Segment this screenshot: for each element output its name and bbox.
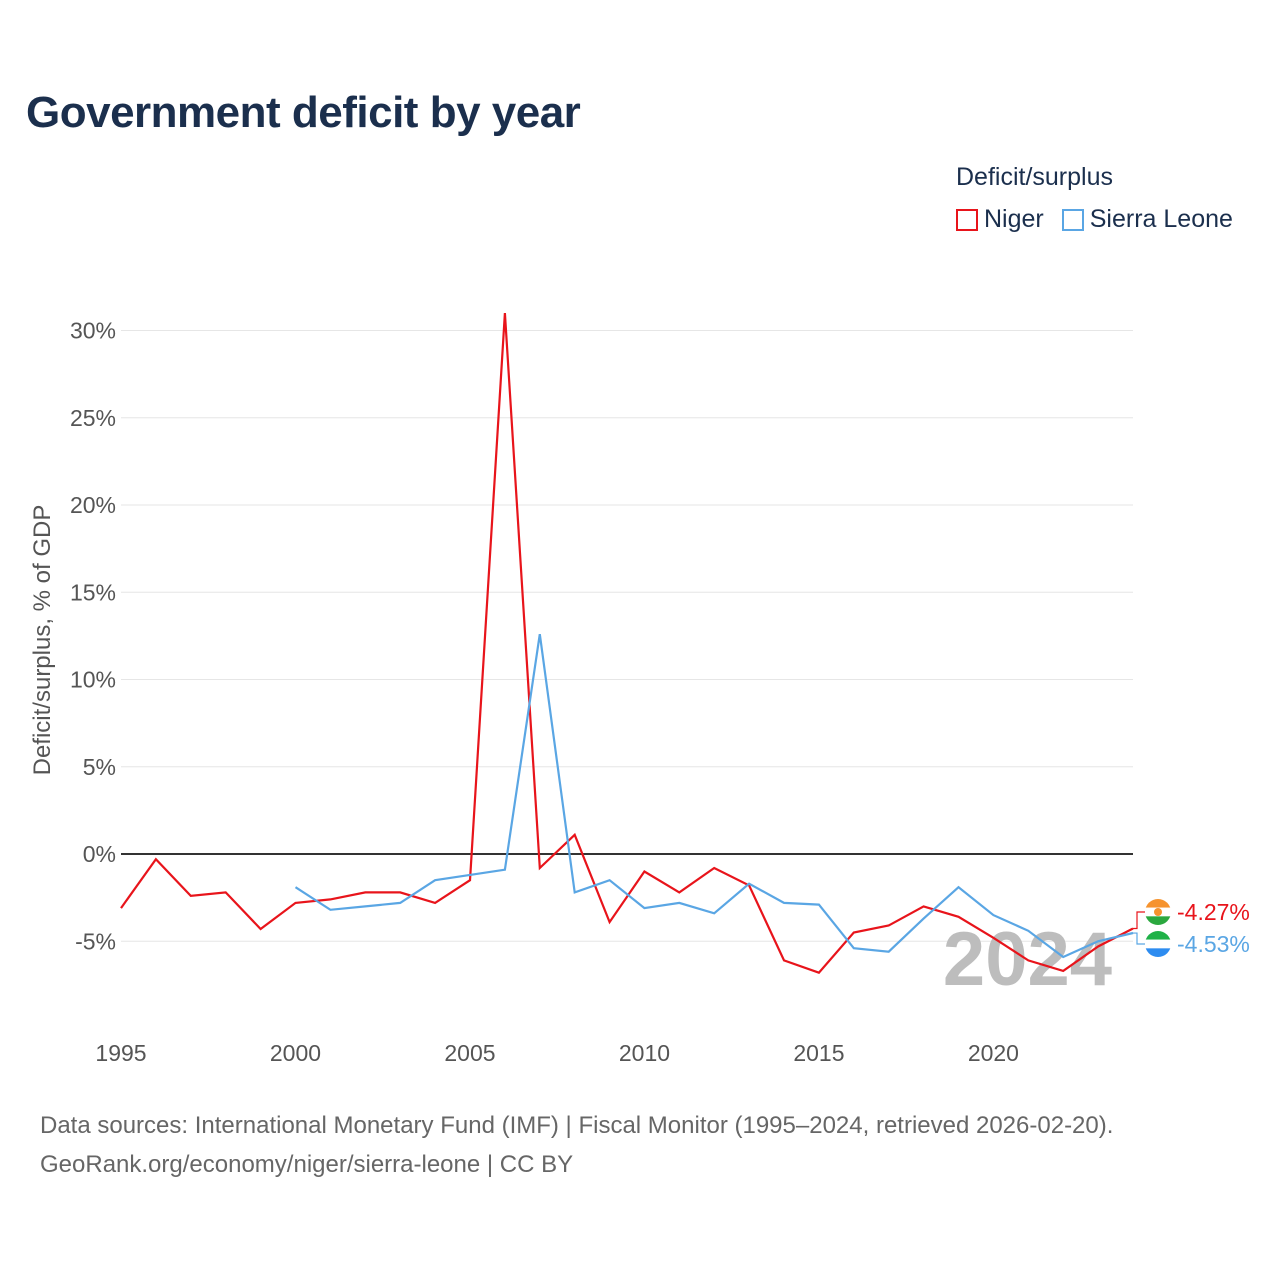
- end-connector: [1133, 911, 1145, 930]
- y-tick-label: -5%: [75, 928, 116, 954]
- y-axis-label: Deficit/surplus, % of GDP: [29, 505, 56, 776]
- x-tick-label: 2015: [793, 1040, 844, 1066]
- x-tick-label: 2010: [619, 1040, 670, 1066]
- grid-lines: [121, 330, 1133, 942]
- end-connector: [1133, 932, 1145, 945]
- y-tick-label: 5%: [83, 754, 116, 780]
- y-tick-label: 0%: [83, 841, 116, 867]
- end-value-label: -4.53%: [1177, 931, 1250, 957]
- footer: Data sources: International Monetary Fun…: [40, 1106, 1113, 1184]
- x-axis-ticks: 1995 2000 2005 2010 2015 2020: [95, 1040, 1019, 1066]
- y-tick-label: 25%: [70, 405, 116, 431]
- legend: Niger Sierra Leone: [956, 205, 1233, 234]
- x-tick-label: 2000: [270, 1040, 321, 1066]
- y-tick-label: 20%: [70, 492, 116, 518]
- legend-label-sierra-leone: Sierra Leone: [1089, 205, 1233, 233]
- sierra-leone-flag-icon: [1145, 931, 1171, 957]
- legend-title: Deficit/surplus: [956, 163, 1113, 191]
- y-tick-label: 30%: [70, 318, 116, 344]
- y-tick-label: 15%: [70, 579, 116, 605]
- legend-swatch-niger: [956, 208, 978, 231]
- legend-item-sierra-leone[interactable]: Sierra Leone: [1061, 205, 1233, 234]
- data-source-text: Data sources: International Monetary Fun…: [40, 1112, 1114, 1139]
- x-tick-label: 1995: [95, 1040, 146, 1066]
- series-line-sierra-leone[interactable]: [294, 633, 1134, 959]
- legend-item-niger[interactable]: Niger: [956, 205, 1044, 234]
- legend-swatch-sierra-leone: [1061, 208, 1084, 231]
- niger-flag-icon: [1145, 899, 1171, 925]
- x-tick-label: 2005: [444, 1040, 495, 1066]
- chart-title: Government deficit by year: [26, 88, 581, 137]
- y-axis-ticks: -5% 0% 5% 10% 15% 20% 25% 30%: [70, 318, 116, 955]
- end-labels: -4.27% -4.53%: [1133, 899, 1250, 957]
- y-tick-label: 10%: [70, 667, 116, 693]
- end-value-label: -4.27%: [1177, 899, 1250, 925]
- series-lines: [120, 313, 1134, 974]
- series-line-niger[interactable]: [120, 313, 1134, 974]
- credit-link[interactable]: GeoRank.org/economy/niger/sierra-leone |…: [40, 1151, 574, 1178]
- x-tick-label: 2020: [968, 1040, 1019, 1066]
- legend-label-niger: Niger: [984, 205, 1044, 233]
